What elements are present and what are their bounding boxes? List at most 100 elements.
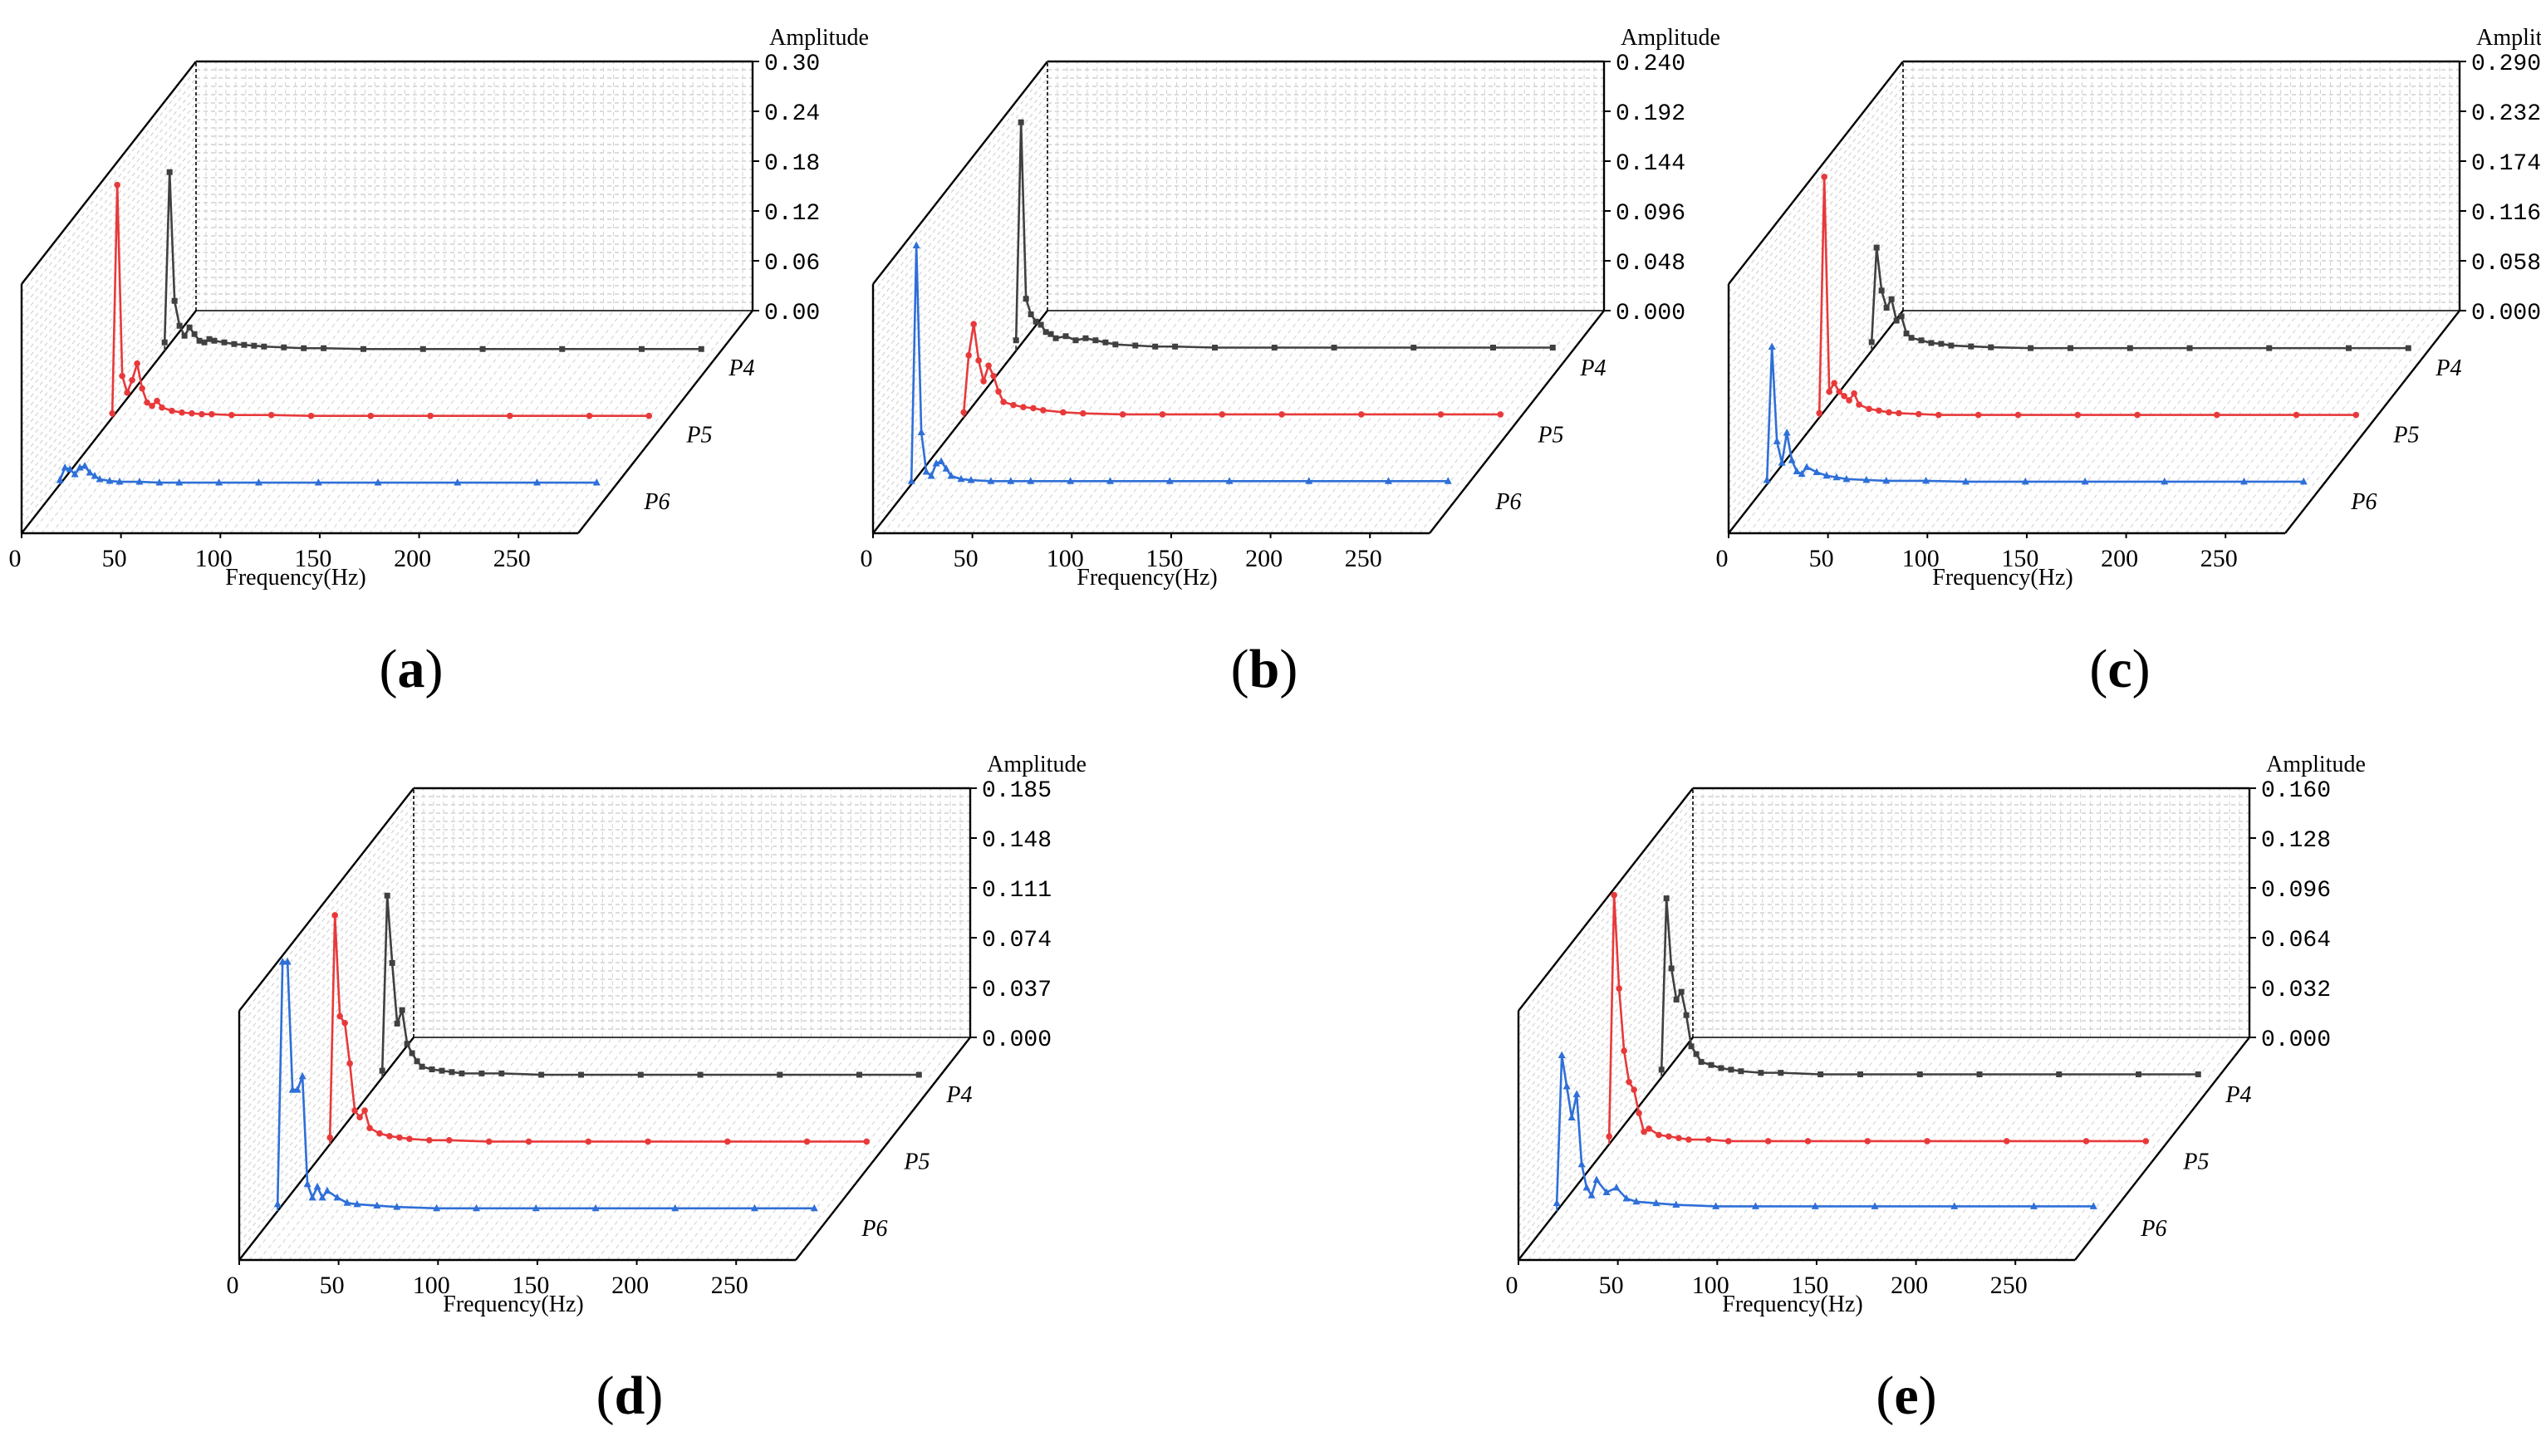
data-point-P4 [915, 1071, 922, 1078]
data-point-P6 [2029, 1202, 2038, 1209]
side-grid-line [238, 879, 415, 1103]
data-point-P4 [1028, 311, 1034, 317]
z-tick-label: 0.174 [2471, 151, 2541, 177]
series-label-P6: P6 [2140, 1216, 2166, 1242]
data-point-P5 [1159, 411, 1166, 418]
data-point-P4 [2266, 345, 2273, 351]
side-grid-line [21, 268, 197, 493]
floor-grid-line [1676, 1037, 1852, 1261]
data-point-P6 [254, 478, 262, 486]
data-point-P5 [1924, 1138, 1930, 1145]
floor-grid-line [71, 310, 247, 534]
side-grid-line [872, 135, 1048, 360]
floor-grid-line [2126, 310, 2302, 534]
floor-grid-line [1816, 1037, 1992, 1261]
side-grid-line [1728, 285, 1904, 509]
floor-grid-line [1906, 1037, 2082, 1261]
series-P4 [161, 169, 704, 352]
data-point-P5 [1851, 390, 1857, 397]
floor-grid-line [389, 310, 565, 534]
data-point-P5 [1079, 409, 1087, 417]
series-P6 [907, 241, 1452, 485]
floor-grid-line [268, 1037, 444, 1261]
floor-grid-line [616, 1037, 792, 1261]
data-point-P6 [1225, 477, 1234, 484]
side-grid-line [21, 285, 197, 509]
floor-grid-line [120, 310, 297, 534]
data-point-P6 [532, 478, 541, 486]
floor-grid-line [2006, 310, 2182, 534]
floor-grid-line [1808, 310, 1984, 534]
caption-letter-a: a [397, 639, 425, 699]
data-point-P5 [307, 412, 315, 419]
side-grid-line [1728, 160, 1904, 385]
floor-grid-line [31, 310, 207, 534]
caption-letter-b: b [1248, 639, 1280, 699]
data-point-P5 [724, 1138, 731, 1145]
x-tick-label: 100 [195, 545, 233, 572]
floor-grid-line [527, 310, 704, 534]
floor-grid-line [1945, 1037, 2121, 1261]
data-point-P6 [323, 1186, 331, 1194]
series-P6 [273, 958, 818, 1212]
z-tick-label: 0.12 [764, 201, 820, 227]
floor-grid-line [229, 310, 405, 534]
floor-grid-line [1798, 310, 1974, 534]
floor-grid-line [1836, 1037, 2012, 1261]
floor-grid-line [298, 1037, 474, 1261]
side-grid-line [1518, 895, 1694, 1120]
data-point-P5 [2014, 411, 2022, 419]
data-point-P4 [577, 1071, 584, 1078]
side-grid-line [1728, 102, 1904, 326]
data-point-P5 [1010, 401, 1017, 409]
z-tick-label: 0.06 [764, 251, 820, 277]
series-label-P6: P6 [643, 489, 670, 515]
series-label-P5: P5 [2392, 423, 2419, 449]
floor-grid-line [1577, 1037, 1754, 1261]
side-grid-line [1518, 804, 1694, 1028]
data-point-P6 [374, 478, 382, 486]
data-point-P4 [479, 346, 486, 352]
floor-grid-line [2026, 310, 2202, 534]
back-wall-grid [1693, 788, 2249, 1037]
data-point-P6 [56, 476, 64, 483]
side-grid-line [238, 895, 415, 1120]
data-point-P4 [1152, 343, 1159, 350]
side-grid-line [1518, 920, 1694, 1145]
floor-grid-line [1230, 310, 1406, 534]
series-label-P5: P5 [685, 423, 712, 449]
caption-close-a: ) [424, 639, 444, 699]
floor-grid [1528, 1037, 2240, 1261]
floor-grid-line [982, 310, 1158, 534]
data-point-P6 [957, 474, 965, 483]
floor-grid-line [299, 310, 475, 534]
z-tick-label: 0.111 [982, 878, 1052, 904]
data-point-P4 [321, 345, 327, 351]
data-point-P5 [208, 410, 215, 418]
x-tick-label: 150 [1791, 1272, 1828, 1299]
axes-frame [238, 787, 972, 1262]
side-grid-line [872, 69, 1048, 293]
caption-c: (c) [2028, 638, 2211, 701]
side-grid-line [21, 77, 197, 301]
floor-grid-line [258, 1037, 434, 1261]
floor-grid-line [1141, 310, 1317, 534]
data-point-P4 [1908, 335, 1915, 341]
data-point-P5 [366, 1125, 373, 1131]
data-point-P4 [559, 346, 566, 352]
side-wall-grid [1728, 69, 1904, 526]
side-grid-line [1518, 812, 1694, 1037]
data-point-P6 [308, 1193, 316, 1201]
data-point-P6 [932, 459, 940, 467]
data-point-P5 [1804, 1138, 1812, 1145]
data-point-P4 [1172, 343, 1179, 350]
z-tick-label: 0.148 [982, 828, 1052, 854]
data-point-P4 [1673, 996, 1680, 1003]
z-axis-title: Amplitude [987, 752, 1087, 777]
data-point-P6 [1842, 474, 1851, 483]
z-axis-title: Amplitude [769, 25, 869, 51]
data-point-P5 [361, 1107, 368, 1114]
side-grid-line [1518, 954, 1694, 1178]
depth-axis-left [1728, 310, 1904, 534]
data-point-P6 [912, 241, 920, 249]
